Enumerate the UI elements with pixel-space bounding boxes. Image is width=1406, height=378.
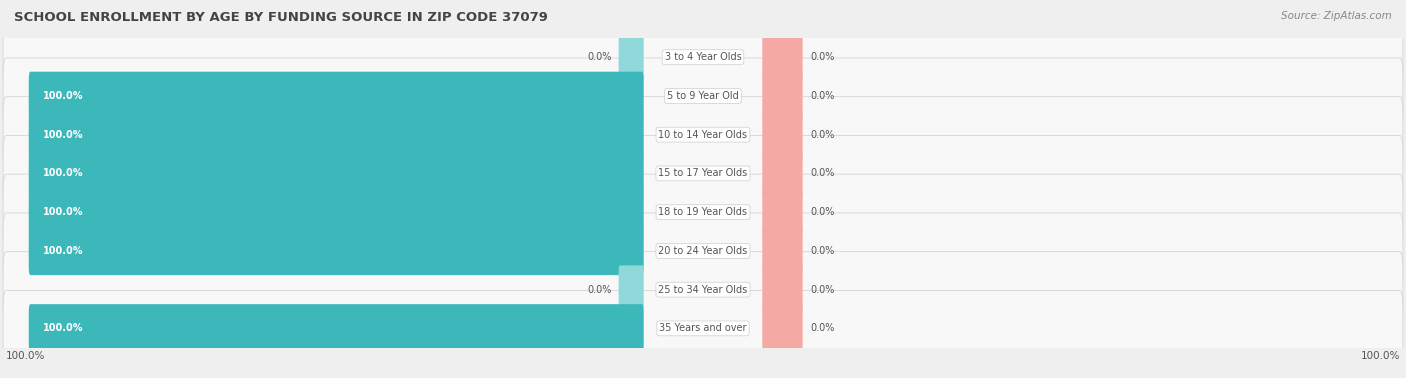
Text: 20 to 24 Year Olds: 20 to 24 Year Olds	[658, 246, 748, 256]
FancyBboxPatch shape	[762, 149, 803, 198]
FancyBboxPatch shape	[28, 304, 644, 353]
Text: 0.0%: 0.0%	[810, 324, 834, 333]
Text: 0.0%: 0.0%	[810, 169, 834, 178]
Text: 100.0%: 100.0%	[42, 207, 83, 217]
FancyBboxPatch shape	[28, 188, 644, 236]
FancyBboxPatch shape	[28, 110, 644, 159]
Text: 100.0%: 100.0%	[1361, 351, 1400, 361]
Text: 0.0%: 0.0%	[810, 246, 834, 256]
FancyBboxPatch shape	[762, 110, 803, 159]
Text: 100.0%: 100.0%	[6, 351, 45, 361]
Text: 35 Years and over: 35 Years and over	[659, 324, 747, 333]
FancyBboxPatch shape	[3, 97, 1403, 173]
FancyBboxPatch shape	[3, 290, 1403, 366]
Text: 0.0%: 0.0%	[810, 130, 834, 139]
FancyBboxPatch shape	[762, 265, 803, 314]
FancyBboxPatch shape	[762, 33, 803, 81]
FancyBboxPatch shape	[3, 252, 1403, 328]
Legend: Public School, Private School: Public School, Private School	[589, 375, 817, 378]
Text: SCHOOL ENROLLMENT BY AGE BY FUNDING SOURCE IN ZIP CODE 37079: SCHOOL ENROLLMENT BY AGE BY FUNDING SOUR…	[14, 11, 548, 24]
FancyBboxPatch shape	[3, 19, 1403, 95]
Text: 100.0%: 100.0%	[42, 91, 83, 101]
Text: 100.0%: 100.0%	[42, 169, 83, 178]
FancyBboxPatch shape	[762, 188, 803, 236]
Text: 15 to 17 Year Olds: 15 to 17 Year Olds	[658, 169, 748, 178]
Text: 0.0%: 0.0%	[810, 91, 834, 101]
Text: 10 to 14 Year Olds: 10 to 14 Year Olds	[658, 130, 748, 139]
FancyBboxPatch shape	[28, 149, 644, 198]
Text: 0.0%: 0.0%	[586, 52, 612, 62]
Text: 0.0%: 0.0%	[810, 52, 834, 62]
Text: 100.0%: 100.0%	[42, 246, 83, 256]
FancyBboxPatch shape	[3, 58, 1403, 134]
Text: 18 to 19 Year Olds: 18 to 19 Year Olds	[658, 207, 748, 217]
FancyBboxPatch shape	[3, 135, 1403, 211]
Text: 0.0%: 0.0%	[810, 207, 834, 217]
FancyBboxPatch shape	[762, 304, 803, 353]
FancyBboxPatch shape	[762, 72, 803, 120]
Text: 5 to 9 Year Old: 5 to 9 Year Old	[666, 91, 740, 101]
Text: Source: ZipAtlas.com: Source: ZipAtlas.com	[1281, 11, 1392, 21]
FancyBboxPatch shape	[619, 265, 644, 314]
FancyBboxPatch shape	[619, 33, 644, 81]
Text: 3 to 4 Year Olds: 3 to 4 Year Olds	[665, 52, 741, 62]
FancyBboxPatch shape	[3, 213, 1403, 289]
Text: 25 to 34 Year Olds: 25 to 34 Year Olds	[658, 285, 748, 294]
Text: 0.0%: 0.0%	[586, 285, 612, 294]
Text: 100.0%: 100.0%	[42, 324, 83, 333]
FancyBboxPatch shape	[762, 227, 803, 275]
FancyBboxPatch shape	[3, 174, 1403, 250]
Text: 100.0%: 100.0%	[42, 130, 83, 139]
Text: 0.0%: 0.0%	[810, 285, 834, 294]
FancyBboxPatch shape	[28, 227, 644, 275]
FancyBboxPatch shape	[28, 72, 644, 120]
